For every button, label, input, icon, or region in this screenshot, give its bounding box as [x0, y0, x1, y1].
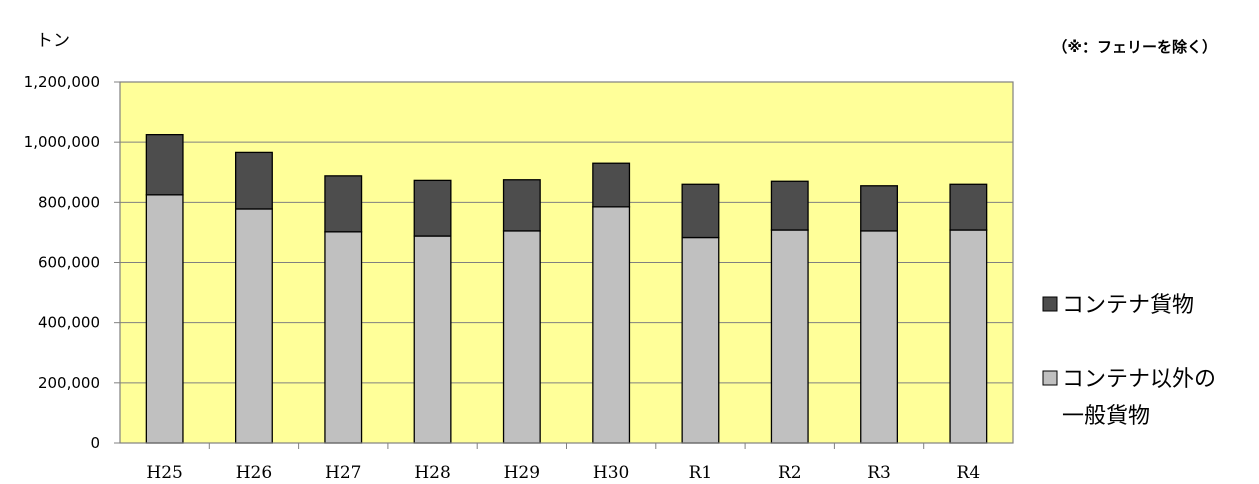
y-tick-label: 800,000: [38, 193, 100, 211]
bar-general-cargo: [592, 206, 631, 444]
bar-general-cargo: [234, 208, 273, 444]
bar-general-cargo: [413, 235, 452, 444]
x-tick-label: R1: [689, 463, 713, 483]
bar-container-cargo: [413, 179, 452, 237]
x-tick-label: H25: [146, 463, 182, 483]
bar-general-cargo: [770, 229, 809, 444]
bar-general-cargo: [145, 194, 184, 444]
bar-container-cargo: [234, 151, 273, 210]
x-tick-label: H30: [593, 463, 629, 483]
x-tick-label: R2: [778, 463, 802, 483]
bar-container-cargo: [860, 185, 899, 232]
x-tick-label: H26: [236, 463, 272, 483]
legend-swatch: [1042, 296, 1058, 312]
bar-container-cargo: [592, 162, 631, 208]
x-tick-label: R4: [957, 463, 981, 483]
y-tick-label: 400,000: [38, 314, 100, 332]
legend-swatch: [1042, 370, 1058, 386]
bar-container-cargo: [949, 183, 988, 231]
bar-general-cargo: [502, 230, 541, 444]
bar-container-cargo: [502, 179, 541, 232]
x-tick-label: H29: [504, 463, 540, 483]
bar-container-cargo: [681, 183, 720, 239]
legend-item-container-cargo: コンテナ貨物: [1042, 293, 1194, 318]
legend-label: 一般貨物: [1062, 404, 1150, 429]
y-tick-label: 600,000: [38, 254, 100, 272]
footnote: （※：フェリーを除く）: [1052, 38, 1217, 56]
bar-container-cargo: [324, 175, 363, 233]
x-tick-label: H28: [414, 463, 450, 483]
y-tick-label: 1,000,000: [24, 133, 100, 151]
bars: [145, 133, 988, 444]
y-tick-label: 1,200,000: [24, 73, 100, 91]
y-tick-label: 0: [90, 434, 100, 452]
bar-general-cargo: [681, 236, 720, 444]
bar-container-cargo: [770, 180, 809, 231]
x-tick-label: R3: [867, 463, 891, 483]
y-tick-label: 200,000: [38, 374, 100, 392]
y-axis: 0 200,000 400,000 600,000 800,000 1,000,000 1,…: [24, 73, 120, 452]
bar-general-cargo: [324, 231, 363, 444]
y-axis-unit: トン: [36, 31, 70, 51]
x-axis: H25 H26 H27 H28 H29 H30 R1 R2 R3 R4: [146, 443, 980, 483]
legend-label: コンテナ貨物: [1062, 293, 1194, 318]
bar-general-cargo: [860, 230, 899, 444]
x-tick-label: H27: [325, 463, 361, 483]
bar-container-cargo: [145, 133, 184, 196]
legend-label: コンテナ以外の: [1062, 367, 1216, 392]
bar-general-cargo: [949, 229, 988, 444]
